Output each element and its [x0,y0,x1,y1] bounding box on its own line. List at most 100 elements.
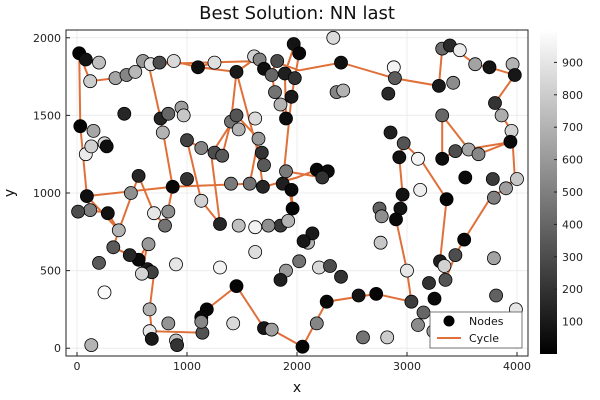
node-point [194,193,209,208]
node-point [83,74,98,89]
node-point [458,170,473,185]
y-tick-label: 1000 [33,187,61,200]
chart-title: Best Solution: NN last [199,3,395,24]
colorbar-ticks: 100 200 300 400 500 600 700 800 900 [554,56,583,329]
node-point [373,235,388,250]
node-point [155,125,170,140]
node-point [281,213,296,228]
node-point [111,223,126,238]
node-point [270,54,285,68]
node-point [296,234,311,249]
node-point [71,204,85,219]
node-point [486,190,501,205]
node-point [123,186,138,200]
node-point [392,150,407,165]
node-point [485,172,500,186]
node-point [170,338,185,353]
node-point [180,172,194,186]
node-point [452,43,467,58]
x-tick-label: 4000 [503,360,531,373]
node-point [169,257,183,272]
node-point [380,330,395,345]
node-point [73,119,88,134]
node-point [510,172,524,186]
node-point [287,71,302,85]
node-point [207,55,222,70]
node-point [389,212,403,227]
legend: Nodes Cycle [429,311,523,349]
node-point [229,65,244,79]
node-point [242,176,257,191]
node-point [486,251,501,266]
node-point [215,148,230,163]
node-point [117,106,132,121]
node-point [84,338,99,353]
legend-node-marker [443,315,455,327]
node-point [86,123,101,138]
y-tick-label: 500 [40,265,61,278]
x-axis-ticks: 0 1000 2000 3000 4000 [74,352,531,373]
colorbar-tick-label: 100 [562,316,583,329]
node-point [489,288,504,303]
node-point [411,318,425,332]
y-tick-label: 0 [54,342,61,355]
node-point [161,106,176,121]
node-point [427,291,442,306]
node-point [84,139,99,154]
node-point [381,86,396,101]
node-point [334,269,348,284]
node-point [503,134,518,149]
node-point [369,286,384,301]
node-point [147,206,161,221]
node-point [284,89,299,104]
node-point [471,147,486,162]
node-point [106,240,121,255]
node-point [92,55,106,70]
y-axis-label: y [2,189,18,197]
node-point [446,75,461,90]
node-point [231,218,246,233]
node-point [254,145,269,160]
node-point [507,68,522,82]
colorbar-tick-label: 400 [562,218,583,231]
node-point [251,131,266,146]
node-point [141,237,156,252]
colorbar-tick-label: 800 [562,89,583,102]
node-point [494,108,509,123]
node-point [319,294,334,309]
node-point [226,316,241,331]
node-point [83,203,98,218]
node-point [499,181,513,196]
node-point [279,111,293,126]
node-point [161,204,176,219]
colorbar-tick-label: 500 [562,186,583,199]
node-point [99,139,114,154]
node-point [468,57,483,72]
node-point [194,141,209,155]
node-point [248,111,263,126]
node-point [285,201,300,216]
node-point [97,285,112,300]
node-point [284,182,299,197]
node-point [152,55,167,70]
node-point [431,79,446,93]
x-tick-label: 0 [74,360,81,373]
colorbar-tick-label: 300 [562,251,583,264]
node-point [351,288,366,303]
colorbar-tick-label: 200 [562,283,583,296]
node-point [438,272,453,287]
x-tick-label: 3000 [393,360,421,373]
node-point [435,108,450,123]
node-point [264,322,279,337]
node-point [128,65,143,79]
node-point [273,97,288,112]
node-point [257,158,271,173]
node-point [100,206,115,221]
node-point [213,260,227,275]
colorbar-tick-label: 700 [562,121,583,134]
node-point [134,266,149,281]
node-point [326,30,341,45]
node-point [231,122,246,137]
node-point [142,302,157,317]
